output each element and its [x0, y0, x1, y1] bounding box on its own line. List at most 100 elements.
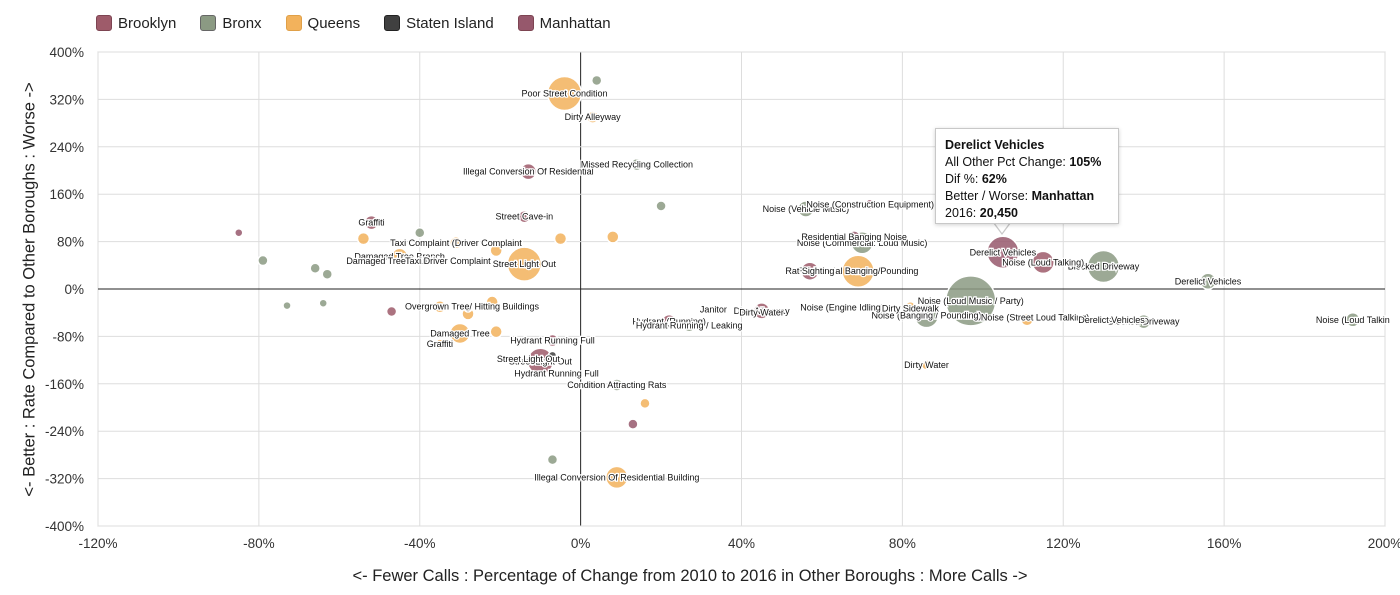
annotation-label: Dirty Water: [739, 308, 784, 318]
bubble-label: Poor Street Condition: [522, 88, 608, 98]
tooltip-line-3-value: Manhattan: [1031, 189, 1095, 203]
bubble-label: Noise (Commercial: Loud Music): [797, 238, 928, 248]
y-tick-label: 160%: [49, 187, 84, 202]
bubble-queens: [356, 231, 371, 246]
bubble-manhattan: [234, 227, 244, 238]
annotation-label: Taxi Driver Complaint: [405, 256, 491, 266]
bubble-label: Noise (Construction Equipment): [806, 199, 934, 209]
tooltip-line-4-label: 2016:: [945, 206, 977, 220]
bubble-bronx: [913, 302, 940, 329]
bubble-label: Dirty Water: [904, 360, 949, 370]
bubble-brooklyn: [800, 261, 820, 281]
bubble-bronx: [309, 262, 321, 275]
bubble-label: Dirty Alleyway: [565, 112, 622, 122]
tooltip-line-3-label: Better / Worse:: [945, 189, 1029, 203]
bubble-staten-island: [463, 303, 473, 313]
y-tick-label: -160%: [45, 377, 84, 392]
bubble-label: Street Cave-in: [496, 212, 554, 222]
y-tick-label: -320%: [45, 472, 84, 487]
y-tick-label: 320%: [49, 92, 84, 107]
tooltip-line-4: 2016: 20,450: [945, 205, 1109, 222]
bubble-bronx: [546, 453, 559, 466]
x-tick-label: 40%: [728, 536, 755, 551]
bubble-label: Damaged Tree: [430, 328, 490, 338]
bubble-bronx: [414, 226, 426, 239]
legend-item-manhattan[interactable]: Manhattan: [517, 14, 611, 32]
bubble-brooklyn: [661, 313, 677, 330]
bubble-queens: [585, 110, 600, 124]
bubble-label: Noise (Loud Music / Party): [918, 296, 1024, 306]
annotation-label: Street Light Out: [497, 354, 561, 364]
legend-label-manhattan: Manhattan: [539, 14, 611, 32]
bubble-queens: [449, 322, 471, 345]
bubble-label: Graffiti: [358, 218, 384, 228]
x-tick-label: -40%: [404, 536, 436, 551]
tooltip-line-4-value: 20,450: [979, 206, 1018, 220]
bubble-label: Noise (Loud Talkin: [1316, 315, 1390, 325]
tooltip-line-2: Dif %: 62%: [945, 171, 1109, 188]
bubble-queens: [639, 397, 651, 410]
bubble-queens: [506, 246, 543, 282]
bubble-label: Condition Attracting Rats: [567, 380, 667, 390]
bubble-label: Noise (Vehicle Music): [763, 204, 850, 214]
bubble-bronx: [1199, 272, 1217, 291]
bubble-bronx: [944, 275, 997, 327]
tooltip-line-2-label: Dif %:: [945, 172, 979, 186]
legend-item-queens[interactable]: Queens: [285, 15, 360, 32]
y-tick-label: -400%: [45, 519, 84, 534]
bubble-label: Graffiti: [427, 339, 453, 349]
legend-item-brooklyn[interactable]: Brooklyn: [96, 15, 176, 32]
bubble-label: Dirty Alleyway: [734, 306, 791, 316]
bubble-manhattan: [986, 235, 1020, 270]
bubble-brooklyn: [545, 333, 560, 348]
x-tick-label: -120%: [78, 536, 117, 551]
bubble-queens: [489, 243, 503, 258]
legend-swatch-bronx: [200, 15, 217, 31]
x-tick-label: 0%: [571, 536, 591, 551]
bubble-label: Rat Sighting: [785, 266, 834, 276]
bubble-queens: [553, 231, 568, 246]
bubble-label: Blocked Driveway: [1108, 317, 1180, 327]
bubble-bronx: [1135, 313, 1152, 330]
y-tick-label: 0%: [64, 282, 84, 297]
bubble-bronx: [318, 298, 328, 308]
bubble-bronx: [610, 378, 624, 392]
annotation-label: Hydrant Running Full: [514, 369, 599, 379]
bubble-bronx: [1345, 312, 1361, 328]
bubble-bronx: [590, 74, 603, 87]
bubble-queens: [449, 236, 463, 250]
annotation-label: Damaged Tree Branch: [346, 256, 437, 266]
tooltip-line-1-value: 105%: [1069, 155, 1102, 169]
bubble-bronx: [682, 318, 696, 333]
bubble-queens: [606, 230, 620, 244]
bubble-brooklyn: [1031, 250, 1055, 275]
tooltip-line-1: All Other Pct Change: 105%: [945, 154, 1109, 171]
tooltip: Derelict Vehicles All Other Pct Change: …: [935, 128, 1119, 224]
legend: Brooklyn Bronx Queens Staten Island Manh…: [96, 12, 635, 34]
x-tick-label: 160%: [1207, 536, 1242, 551]
tooltip-line-3: Better / Worse: Manhattan: [945, 188, 1109, 205]
bubble-label: Residential Banging/Pounding: [798, 266, 919, 276]
bubble-label: Derelict Vehicles: [970, 247, 1037, 257]
bubble-label: Hydrant Running / Leaking: [636, 321, 743, 331]
x-tick-label: 200%: [1368, 536, 1400, 551]
bubble-label: Illegal Conversion Of Residential Buildi…: [534, 472, 699, 482]
tooltip-arrow-inner: [994, 222, 1010, 233]
bubble-queens: [1020, 313, 1034, 327]
bubble-bronx: [797, 200, 815, 218]
bubble-label: Residential Banging Noise: [801, 232, 907, 242]
bubble-bronx: [655, 200, 667, 212]
bubble-label: Illegal Conversion Of Residential: [463, 167, 594, 177]
legend-label-bronx: Bronx: [222, 14, 262, 32]
y-tick-label: 240%: [49, 140, 84, 155]
legend-item-bronx[interactable]: Bronx: [200, 14, 262, 32]
legend-item-staten-island[interactable]: Staten Island: [384, 15, 494, 32]
bubble-queens: [485, 295, 499, 309]
tooltip-line-2-value: 62%: [981, 172, 1007, 186]
bubble-brooklyn: [519, 162, 538, 181]
bubble-manhattan: [864, 198, 876, 211]
bubble-staten-island: [547, 350, 558, 361]
annotation-label: Janitor: [700, 305, 727, 315]
bubble-label: Taxi Complaint (Driver Complaint: [390, 238, 522, 248]
